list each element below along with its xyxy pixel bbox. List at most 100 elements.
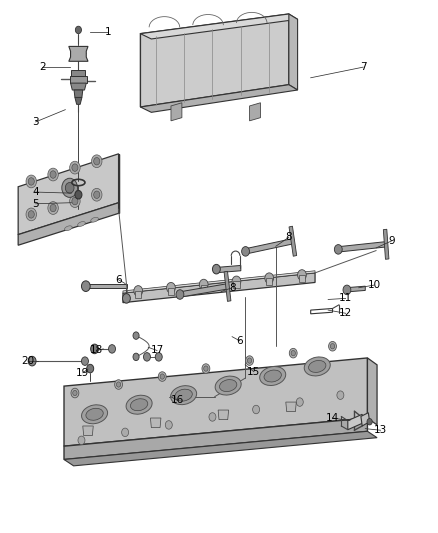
Circle shape (176, 290, 184, 299)
Circle shape (328, 342, 336, 351)
Polygon shape (64, 358, 367, 446)
Circle shape (26, 208, 36, 221)
Circle shape (70, 161, 80, 174)
Polygon shape (71, 83, 86, 90)
Polygon shape (70, 76, 87, 83)
Circle shape (75, 26, 81, 34)
Polygon shape (141, 14, 297, 39)
Circle shape (65, 182, 74, 193)
Circle shape (50, 171, 56, 178)
Polygon shape (233, 281, 240, 288)
Text: 4: 4 (32, 187, 39, 197)
Circle shape (109, 345, 116, 353)
Polygon shape (75, 98, 82, 104)
Polygon shape (83, 426, 93, 435)
Text: 7: 7 (360, 62, 367, 72)
Polygon shape (299, 275, 305, 282)
Text: 5: 5 (32, 199, 39, 209)
Polygon shape (150, 418, 161, 427)
Ellipse shape (91, 217, 99, 222)
Ellipse shape (219, 379, 237, 392)
Circle shape (343, 285, 351, 295)
Polygon shape (18, 203, 119, 245)
Polygon shape (245, 239, 293, 254)
Circle shape (166, 282, 175, 293)
Circle shape (87, 365, 94, 373)
Circle shape (133, 353, 139, 361)
Text: 16: 16 (171, 395, 184, 406)
Polygon shape (84, 284, 127, 288)
Text: 3: 3 (32, 117, 39, 127)
Text: 18: 18 (90, 345, 103, 356)
Circle shape (232, 276, 241, 287)
Ellipse shape (81, 405, 108, 424)
Circle shape (199, 279, 208, 290)
Circle shape (94, 158, 100, 165)
Polygon shape (250, 103, 261, 121)
Polygon shape (289, 226, 297, 256)
Circle shape (158, 372, 166, 381)
Circle shape (75, 190, 82, 199)
Circle shape (247, 358, 252, 364)
Text: 6: 6 (237, 336, 243, 346)
Circle shape (92, 155, 102, 167)
Text: 14: 14 (326, 413, 339, 423)
Circle shape (133, 332, 139, 340)
Text: 11: 11 (339, 293, 352, 303)
Polygon shape (69, 46, 88, 61)
Circle shape (291, 351, 295, 356)
Circle shape (144, 353, 150, 361)
Text: 8: 8 (229, 283, 235, 293)
Circle shape (73, 390, 77, 395)
Text: 17: 17 (150, 345, 164, 356)
Text: 15: 15 (247, 367, 261, 377)
Circle shape (72, 197, 78, 205)
Text: 2: 2 (39, 62, 46, 72)
Polygon shape (64, 418, 367, 459)
Polygon shape (141, 14, 289, 107)
Polygon shape (215, 265, 241, 273)
Circle shape (115, 379, 123, 389)
Circle shape (117, 382, 121, 387)
Circle shape (212, 264, 220, 274)
Ellipse shape (126, 395, 152, 414)
Ellipse shape (308, 360, 326, 373)
Ellipse shape (264, 370, 281, 382)
Circle shape (122, 428, 129, 437)
Polygon shape (361, 413, 370, 426)
Polygon shape (123, 271, 315, 293)
Polygon shape (135, 291, 141, 298)
Polygon shape (171, 103, 182, 121)
Circle shape (71, 388, 79, 398)
Polygon shape (180, 284, 228, 297)
Polygon shape (224, 271, 231, 301)
Polygon shape (64, 431, 377, 466)
Circle shape (81, 357, 88, 366)
Circle shape (50, 204, 56, 212)
Ellipse shape (64, 226, 72, 231)
Text: 12: 12 (339, 308, 352, 318)
Circle shape (297, 270, 306, 280)
Circle shape (28, 211, 34, 218)
Ellipse shape (86, 408, 103, 420)
Circle shape (367, 418, 372, 425)
Text: 20: 20 (21, 356, 34, 366)
Polygon shape (338, 241, 386, 252)
Polygon shape (383, 229, 389, 259)
Circle shape (253, 405, 260, 414)
Circle shape (337, 391, 344, 399)
Text: 13: 13 (374, 425, 387, 435)
Polygon shape (74, 90, 83, 98)
Circle shape (134, 286, 143, 296)
Polygon shape (201, 285, 207, 292)
Ellipse shape (78, 222, 85, 227)
Circle shape (48, 201, 58, 214)
Ellipse shape (175, 389, 192, 401)
Circle shape (209, 413, 216, 421)
Ellipse shape (260, 367, 286, 385)
Circle shape (265, 273, 274, 284)
Polygon shape (18, 154, 119, 235)
Polygon shape (348, 414, 362, 430)
Polygon shape (71, 70, 85, 76)
Circle shape (334, 245, 342, 254)
